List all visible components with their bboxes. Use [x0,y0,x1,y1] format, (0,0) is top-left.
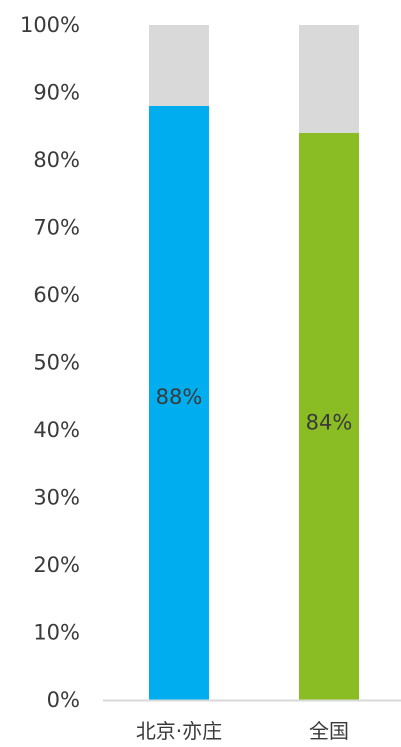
x-category-label: 北京·亦庄 [136,719,222,743]
bar-value-segment [299,133,359,700]
y-tick-label: 100% [20,13,80,37]
bar-data-label: 84% [306,411,353,435]
y-tick-label: 20% [33,553,80,577]
y-tick-label: 50% [33,351,80,375]
x-category-label: 全国 [309,719,349,743]
y-axis-tick-labels: 0% 10% 20% 30% 40% 50% 60% 70% 80% 90% 100% [20,13,80,712]
bar-value-segment [149,106,209,700]
y-tick-label: 80% [33,148,80,172]
bars-group: 88% 84% [149,25,359,700]
category-labels: 北京·亦庄 全国 [136,719,349,743]
y-tick-label: 40% [33,418,80,442]
y-tick-label: 10% [33,621,80,645]
y-tick-label: 60% [33,283,80,307]
bar-data-label: 88% [156,385,203,409]
bar-remainder-segment [149,25,209,106]
y-tick-label: 30% [33,486,80,510]
bar-remainder-segment [299,25,359,133]
y-tick-label: 0% [47,688,80,712]
y-tick-label: 70% [33,216,80,240]
y-tick-label: 90% [33,81,80,105]
